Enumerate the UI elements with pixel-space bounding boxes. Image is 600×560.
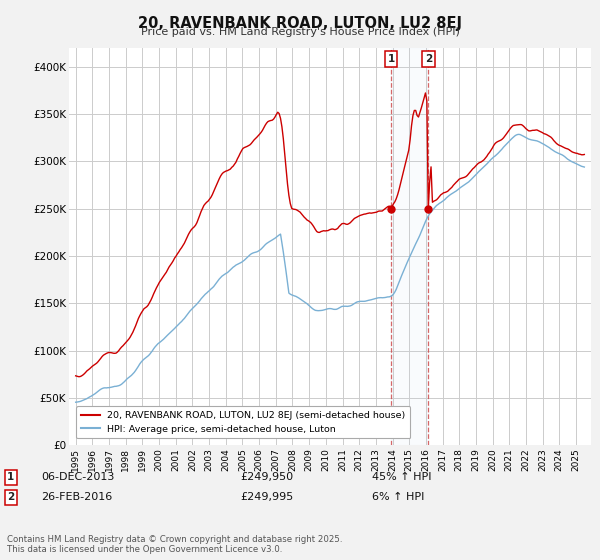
Text: £249,995: £249,995 bbox=[240, 492, 293, 502]
Text: 2: 2 bbox=[425, 54, 432, 64]
Text: 1: 1 bbox=[388, 54, 395, 64]
Text: £249,950: £249,950 bbox=[240, 472, 293, 482]
Text: 6% ↑ HPI: 6% ↑ HPI bbox=[372, 492, 424, 502]
HPI: Average price, semi-detached house, Luton: (2.02e+03, 3.28e+05): Average price, semi-detached house, Luto… bbox=[515, 131, 523, 138]
20, RAVENBANK ROAD, LUTON, LU2 8EJ (semi-detached house) bbox=[124, 338, 131, 344]
20, RAVENBANK ROAD, LUTON, LU2 8EJ (semi-detached house) bbox=[423, 97, 430, 104]
20, RAVENBANK ROAD, LUTON, LU2 8EJ (semi-detached house) bbox=[72, 372, 79, 379]
HPI: Average price, semi-detached house, Luton: (2.03e+03, 2.94e+05): Average price, semi-detached house, Luto… bbox=[581, 164, 588, 170]
Line: 20, RAVENBANK ROAD, LUTON, LU2 8EJ (semi-detached house): 20, RAVENBANK ROAD, LUTON, LU2 8EJ (semi… bbox=[76, 93, 584, 377]
Bar bbox=[391, 48, 428, 445]
Text: 45% ↑ HPI: 45% ↑ HPI bbox=[372, 472, 431, 482]
HPI: Average price, semi-detached house, Luton: (2.02e+03, 2.66e+05): Average price, semi-detached house, Luto… bbox=[448, 190, 455, 197]
20, RAVENBANK ROAD, LUTON, LU2 8EJ (semi-detached house) bbox=[160, 273, 167, 279]
Text: 1: 1 bbox=[7, 472, 14, 482]
20, RAVENBANK ROAD, LUTON, LU2 8EJ (semi-detached house) bbox=[348, 218, 355, 225]
20, RAVENBANK ROAD, LUTON, LU2 8EJ (semi-detached house) bbox=[581, 151, 588, 158]
Text: Price paid vs. HM Land Registry's House Price Index (HPI): Price paid vs. HM Land Registry's House … bbox=[140, 27, 460, 37]
HPI: Average price, semi-detached house, Luton: (2e+03, 4.54e+04): Average price, semi-detached house, Luto… bbox=[72, 399, 79, 405]
20, RAVENBANK ROAD, LUTON, LU2 8EJ (semi-detached house) bbox=[178, 244, 185, 251]
Line: HPI: Average price, semi-detached house, Luton: HPI: Average price, semi-detached house,… bbox=[76, 134, 584, 402]
Text: 20, RAVENBANK ROAD, LUTON, LU2 8EJ: 20, RAVENBANK ROAD, LUTON, LU2 8EJ bbox=[138, 16, 462, 31]
Text: 26-FEB-2016: 26-FEB-2016 bbox=[41, 492, 112, 502]
HPI: Average price, semi-detached house, Luton: (2e+03, 6.87e+04): Average price, semi-detached house, Luto… bbox=[122, 377, 130, 384]
20, RAVENBANK ROAD, LUTON, LU2 8EJ (semi-detached house) bbox=[422, 90, 429, 96]
HPI: Average price, semi-detached house, Luton: (2e+03, 1.29e+05): Average price, semi-detached house, Luto… bbox=[176, 319, 184, 326]
HPI: Average price, semi-detached house, Luton: (2.02e+03, 2.33e+05): Average price, semi-detached house, Luto… bbox=[421, 222, 428, 228]
20, RAVENBANK ROAD, LUTON, LU2 8EJ (semi-detached house) bbox=[75, 374, 82, 380]
20, RAVENBANK ROAD, LUTON, LU2 8EJ (semi-detached house) bbox=[451, 180, 458, 187]
Legend: 20, RAVENBANK ROAD, LUTON, LU2 8EJ (semi-detached house), HPI: Average price, se: 20, RAVENBANK ROAD, LUTON, LU2 8EJ (semi… bbox=[76, 407, 410, 438]
Text: 06-DEC-2013: 06-DEC-2013 bbox=[41, 472, 114, 482]
Text: Contains HM Land Registry data © Crown copyright and database right 2025.
This d: Contains HM Land Registry data © Crown c… bbox=[7, 535, 343, 554]
Text: 2: 2 bbox=[7, 492, 14, 502]
HPI: Average price, semi-detached house, Luton: (2e+03, 1.11e+05): Average price, semi-detached house, Luto… bbox=[158, 337, 166, 344]
HPI: Average price, semi-detached house, Luton: (2.01e+03, 1.47e+05): Average price, semi-detached house, Luto… bbox=[347, 302, 354, 309]
